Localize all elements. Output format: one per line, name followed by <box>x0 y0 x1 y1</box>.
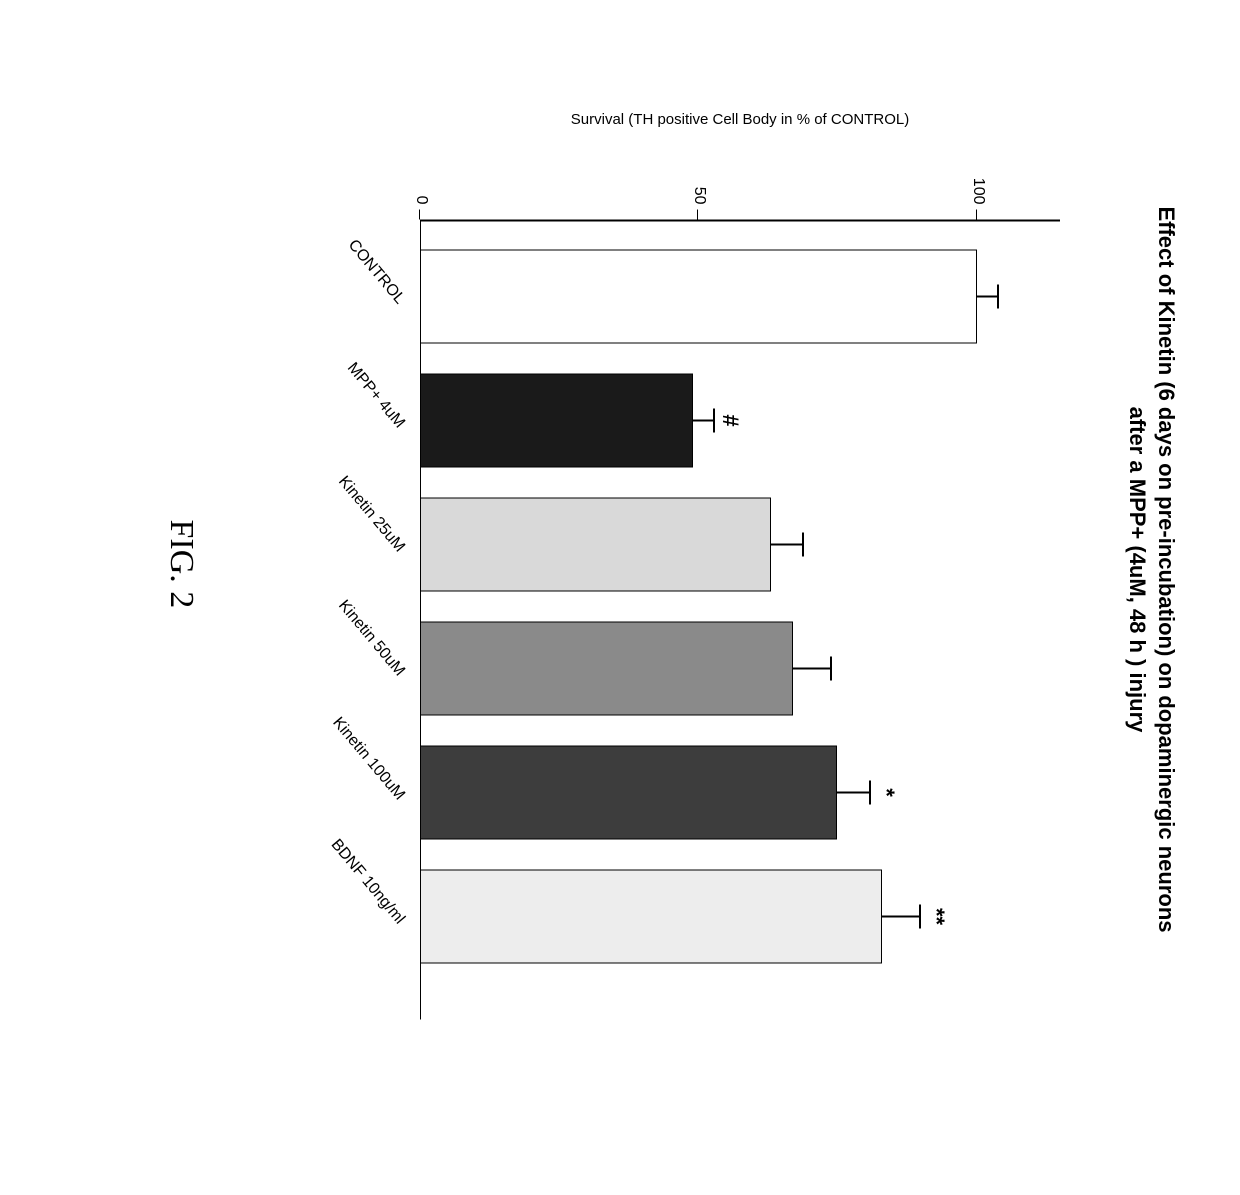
error-cap <box>713 409 715 433</box>
error-cap <box>997 285 999 309</box>
chart-title: Effect of Kinetin (6 days on pre-incubat… <box>1123 120 1180 1020</box>
error-cap <box>803 533 805 557</box>
significance-marker: # <box>717 374 743 468</box>
y-tick <box>697 210 698 220</box>
error-cap <box>919 905 921 929</box>
x-tick-label: BDNF 10ng/ml <box>327 836 408 928</box>
y-tick-label: 0 <box>412 165 430 205</box>
bar <box>420 622 793 716</box>
y-axis-line <box>420 220 1060 222</box>
y-tick <box>976 210 977 220</box>
error-cap <box>830 657 832 681</box>
bar <box>420 870 882 964</box>
error-cap <box>869 781 871 805</box>
y-tick-label: 50 <box>690 165 708 205</box>
x-tick-label: MPP+ 4uM <box>343 360 408 433</box>
error-bar <box>693 420 715 422</box>
y-tick-label: 100 <box>969 165 987 205</box>
bar <box>420 374 693 468</box>
x-tick-label: Kinetin 50uM <box>334 597 408 680</box>
error-bar <box>837 792 870 794</box>
chart-title-line2: after a MPP+ (4uM, 48 h ) injury <box>1123 120 1152 1020</box>
error-bar <box>771 544 804 546</box>
bar <box>420 250 977 344</box>
y-tick <box>419 210 420 220</box>
chart-title-line1: Effect of Kinetin (6 days on pre-incubat… <box>1151 120 1180 1020</box>
significance-marker: * <box>873 746 899 840</box>
error-bar <box>882 916 921 918</box>
significance-marker: ** <box>923 870 949 964</box>
bar <box>420 498 771 592</box>
bar <box>420 746 837 840</box>
error-bar <box>977 296 999 298</box>
figure-label: FIG. 2 <box>162 520 200 609</box>
x-tick-label: Kinetin 100uM <box>328 714 408 804</box>
chart-plot-area: 050100CONTROL#MPP+ 4uMKinetin 25uMKineti… <box>420 220 1060 1020</box>
rotated-canvas: Effect of Kinetin (6 days on pre-incubat… <box>0 0 1240 1195</box>
y-axis-label: Survival (TH positive Cell Body in % of … <box>571 111 909 128</box>
x-tick-label: CONTROL <box>344 237 408 309</box>
x-tick-label: Kinetin 25uM <box>334 473 408 556</box>
error-bar <box>793 668 832 670</box>
